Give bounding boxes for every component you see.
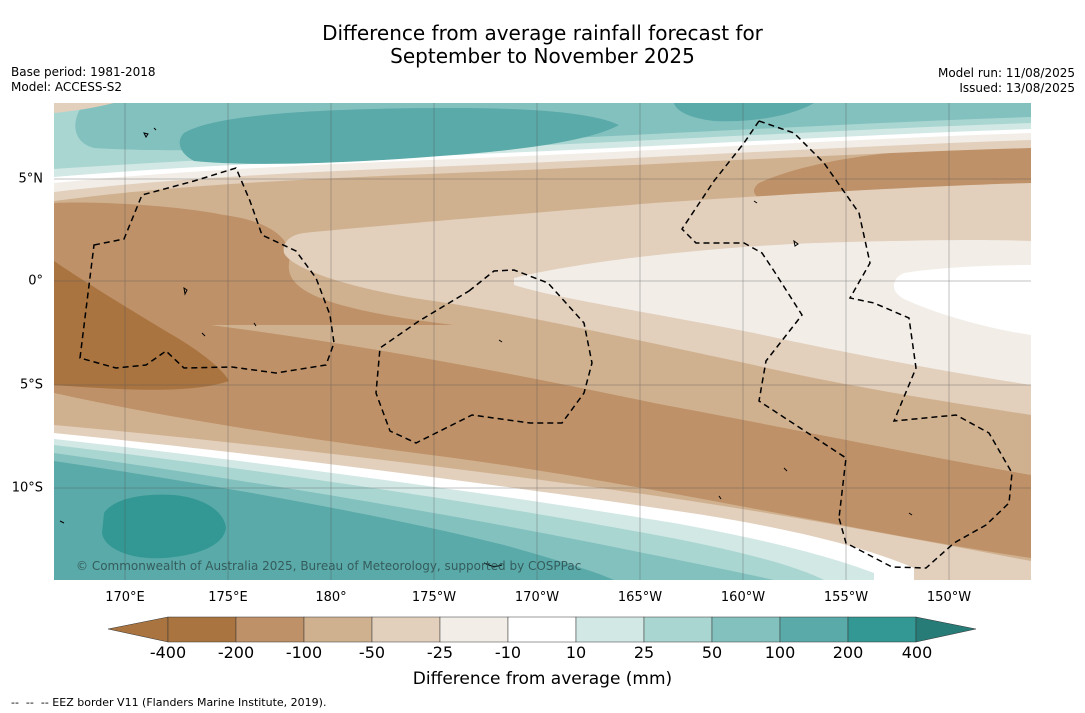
colorbar-extend-low xyxy=(107,616,169,643)
colorbar-label-minus100: -100 xyxy=(285,643,323,662)
colorbar-label-minus50: -50 xyxy=(358,643,386,662)
title-line-2: September to November 2025 xyxy=(390,44,695,68)
eez-borders xyxy=(79,120,1013,569)
eez-cook-islands xyxy=(758,120,1013,569)
lat-tick-5s: 5°S xyxy=(19,377,43,393)
eez-tokelau xyxy=(375,269,593,444)
band-minus200-west xyxy=(54,202,454,325)
lon-tick-175e: 175°E xyxy=(208,590,248,605)
map-title: Difference from average rainfall forecas… xyxy=(0,22,1085,68)
colorbar-label-minus400: -400 xyxy=(149,643,187,662)
colorbar-svg xyxy=(107,616,977,643)
island xyxy=(718,495,722,500)
base-period: Base period: 1981-2018 xyxy=(11,65,156,79)
lat-tick-10s: 10°S xyxy=(11,480,43,496)
colorbar-label-minus200: -200 xyxy=(217,643,255,662)
colorbar xyxy=(107,616,978,644)
map-panel: © Commonwealth of Australia 2025, Bureau… xyxy=(54,103,1031,580)
meta-right: Model run: 11/08/2025 Issued: 13/08/2025 xyxy=(938,66,1075,96)
colorbar-bin-minus100 xyxy=(303,616,373,643)
colorbar-bin-minus25 xyxy=(439,616,509,643)
copyright-text: © Commonwealth of Australia 2025, Bureau… xyxy=(76,559,581,573)
lat-tick-5n: 5°N xyxy=(18,171,44,187)
island xyxy=(153,127,157,131)
lon-tick-175w: 175°W xyxy=(411,590,457,605)
band-minus10 xyxy=(893,265,1031,335)
eez-tuvalu xyxy=(79,167,335,374)
band-north-corner-50 xyxy=(54,103,114,113)
colorbar-label-25: 25 xyxy=(633,643,655,662)
colorbar-bin-minus10 xyxy=(507,616,577,643)
island xyxy=(483,562,503,568)
island xyxy=(201,332,206,337)
band-minus200-south xyxy=(54,308,1031,558)
lon-tick-150w: 150°W xyxy=(926,590,972,605)
rainfall-map: © Commonwealth of Australia 2025, Bureau… xyxy=(54,103,1031,580)
colorbar-label-200: 200 xyxy=(832,643,864,662)
lon-tick-180: 180° xyxy=(315,590,347,605)
band-south-400 xyxy=(102,494,226,559)
title-line-1: Difference from average rainfall forecas… xyxy=(322,21,763,45)
colorbar-bin-100 xyxy=(779,616,849,643)
island xyxy=(143,132,149,138)
colorbar-bin-10 xyxy=(575,616,645,643)
colorbar-label-10: 10 xyxy=(565,643,587,662)
lat-tick-0: 0° xyxy=(28,273,43,289)
colorbar-bin-200 xyxy=(847,616,917,643)
issued-date: Issued: 13/08/2025 xyxy=(959,81,1075,95)
model-run: Model run: 11/08/2025 xyxy=(937,66,1075,80)
band-minus400-core xyxy=(54,261,229,390)
colorbar-label-50: 50 xyxy=(701,643,723,662)
band-minus200-lobe xyxy=(974,481,1031,518)
colorbar-label-minus25: -25 xyxy=(426,643,454,662)
island xyxy=(793,239,799,247)
colorbar-extend-high xyxy=(915,616,977,643)
island xyxy=(783,467,788,472)
island xyxy=(183,286,188,296)
lon-tick-160w: 160°W xyxy=(720,590,766,605)
eez-footnote: -- -- -- EEZ border V11 (Flanders Marine… xyxy=(11,696,327,709)
island xyxy=(253,322,257,327)
colorbar-bin-minus200 xyxy=(235,616,305,643)
colorbar-label-400: 400 xyxy=(901,643,933,662)
lon-tick-165w: 165°W xyxy=(617,590,663,605)
meta-left: Base period: 1981-2018 Model: ACCESS-S2 xyxy=(11,65,156,95)
colorbar-bin-minus50 xyxy=(371,616,441,643)
colorbar-title: Difference from average (mm) xyxy=(412,669,673,689)
colorbar-bin-minus400 xyxy=(167,616,237,643)
colorbar-label-100: 100 xyxy=(764,643,796,662)
island xyxy=(498,339,503,343)
colorbar-label-minus10: -10 xyxy=(494,643,522,662)
island xyxy=(908,512,913,516)
eez-kiribati-line xyxy=(681,120,847,519)
island xyxy=(753,200,758,204)
lon-tick-170w: 170°W xyxy=(514,590,560,605)
band-north-100-east xyxy=(674,103,814,122)
islands xyxy=(59,127,913,568)
lon-tick-155w: 155°W xyxy=(823,590,869,605)
island xyxy=(59,520,65,524)
colorbar-bin-50 xyxy=(711,616,781,643)
model-name: Model: ACCESS-S2 xyxy=(11,80,123,94)
colorbar-bin-25 xyxy=(643,616,713,643)
lon-tick-170e: 170°E xyxy=(105,590,145,605)
band-north-100 xyxy=(179,108,619,164)
